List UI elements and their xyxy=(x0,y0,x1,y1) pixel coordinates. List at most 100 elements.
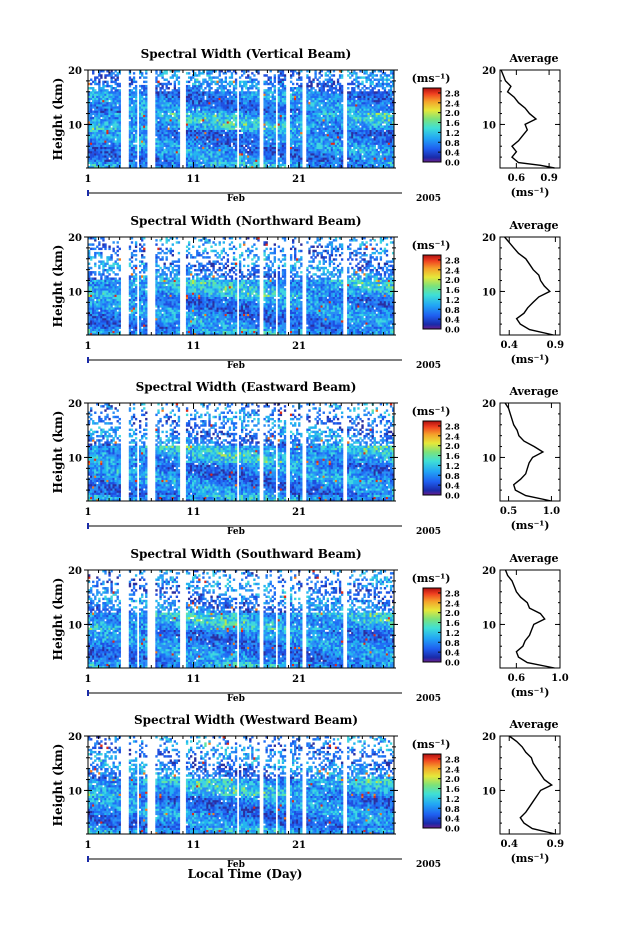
heatmap-cell xyxy=(247,106,250,109)
heatmap-cell xyxy=(145,148,148,152)
heatmap-cell xyxy=(255,131,258,135)
heatmap-cell xyxy=(194,144,197,147)
heatmap-cell xyxy=(102,101,105,105)
heatmap-cell xyxy=(173,153,177,156)
heatmap-cell xyxy=(289,116,293,120)
heatmap-cell xyxy=(249,121,252,124)
heatmap-cell xyxy=(265,104,268,107)
heatmap-cell xyxy=(167,150,170,154)
heatmap-cell xyxy=(173,148,177,152)
heatmap-cell xyxy=(377,127,381,130)
heatmap-cell xyxy=(292,148,295,152)
heatmap-cell xyxy=(130,119,134,122)
heatmap-cell xyxy=(232,142,236,145)
heatmap-cell xyxy=(232,116,236,120)
heatmap-cell xyxy=(98,70,101,73)
heatmap-cell xyxy=(173,84,177,88)
heatmap-cell xyxy=(355,127,358,130)
heatmap-cell xyxy=(271,129,274,133)
heatmap-cell xyxy=(185,129,189,133)
heatmap-cell xyxy=(326,99,330,103)
heatmap-cell xyxy=(381,125,385,128)
heatmap-cell xyxy=(155,165,158,169)
heatmap-cell xyxy=(371,153,374,156)
heatmap-cell xyxy=(157,104,160,107)
heatmap-cell xyxy=(92,165,95,169)
heatmap-cell xyxy=(249,129,252,133)
heatmap-cell xyxy=(379,76,383,79)
heatmap-cell xyxy=(265,142,268,145)
heatmap-cell xyxy=(90,97,93,101)
heatmap-cell xyxy=(306,159,309,162)
heatmap-cell xyxy=(134,104,138,107)
heatmap-cell xyxy=(369,157,372,160)
heatmap-cell xyxy=(157,155,160,158)
heatmap-cell xyxy=(271,84,274,88)
heatmap-cell xyxy=(383,138,387,141)
heatmap-cell xyxy=(371,76,374,79)
heatmap-cell xyxy=(210,106,213,109)
heatmap-cell xyxy=(202,82,205,86)
heatmap-cell xyxy=(218,80,221,84)
heatmap-cell xyxy=(265,157,268,160)
heatmap-cell xyxy=(165,157,168,160)
heatmap-cell xyxy=(218,136,221,139)
heatmap-cell xyxy=(90,161,93,165)
heatmap-cell xyxy=(300,110,303,113)
heatmap-cell xyxy=(347,74,350,77)
heatmap-cell xyxy=(102,161,105,165)
heatmap-cell xyxy=(269,104,272,107)
heatmap-cell xyxy=(326,95,330,98)
heatmap-cell xyxy=(283,95,287,98)
heatmap-cell xyxy=(98,72,101,75)
heatmap-cell xyxy=(139,146,142,150)
heatmap-cell xyxy=(365,165,368,169)
heatmap-cell xyxy=(100,112,103,116)
heatmap-cell xyxy=(251,133,254,137)
heatmap-cell xyxy=(351,95,354,98)
heatmap-cell xyxy=(338,131,342,135)
heatmap-cell xyxy=(257,153,260,156)
heatmap-cell xyxy=(349,127,352,130)
heatmap-cell xyxy=(361,148,364,152)
heatmap-cell xyxy=(289,153,293,156)
heatmap-cell xyxy=(340,161,344,165)
heatmap-cell xyxy=(271,106,274,109)
heatmap-cell xyxy=(132,146,136,150)
heatmap-cell xyxy=(157,157,160,160)
heatmap-cell xyxy=(214,104,217,107)
heatmap-cell xyxy=(141,159,144,162)
heatmap-cell xyxy=(340,136,344,139)
heatmap-cell xyxy=(328,153,332,156)
heatmap-cell xyxy=(210,110,213,113)
heatmap-cell xyxy=(273,159,276,162)
heatmap-cell xyxy=(322,99,325,103)
heatmap-cell xyxy=(357,116,360,120)
heatmap-cell xyxy=(320,140,323,143)
heatmap-cell xyxy=(326,123,330,126)
heatmap-cell xyxy=(145,70,148,73)
heatmap-cell xyxy=(185,133,189,137)
heatmap-cell xyxy=(187,140,191,143)
heatmap-cell xyxy=(106,114,109,118)
heatmap-cell xyxy=(269,136,272,139)
heatmap-cell xyxy=(92,138,95,141)
heatmap-cell xyxy=(94,110,97,113)
heatmap-cell xyxy=(257,146,260,150)
heatmap-cell xyxy=(116,84,119,88)
heatmap-cell xyxy=(361,144,364,147)
heatmap-cell xyxy=(249,133,252,137)
heatmap-cell xyxy=(245,129,248,133)
heatmap-cell xyxy=(296,138,299,141)
heatmap-cell xyxy=(226,82,230,86)
heatmap-cell xyxy=(251,101,254,105)
heatmap-cell xyxy=(375,121,378,124)
heatmap-cell xyxy=(367,74,370,77)
heatmap-cell xyxy=(112,148,115,152)
heatmap-cell xyxy=(185,93,189,96)
heatmap-cell xyxy=(353,153,356,156)
heatmap-cell xyxy=(359,150,362,154)
heatmap-cell xyxy=(210,116,213,120)
heatmap-cell xyxy=(132,129,136,133)
heatmap-cell xyxy=(108,119,111,122)
